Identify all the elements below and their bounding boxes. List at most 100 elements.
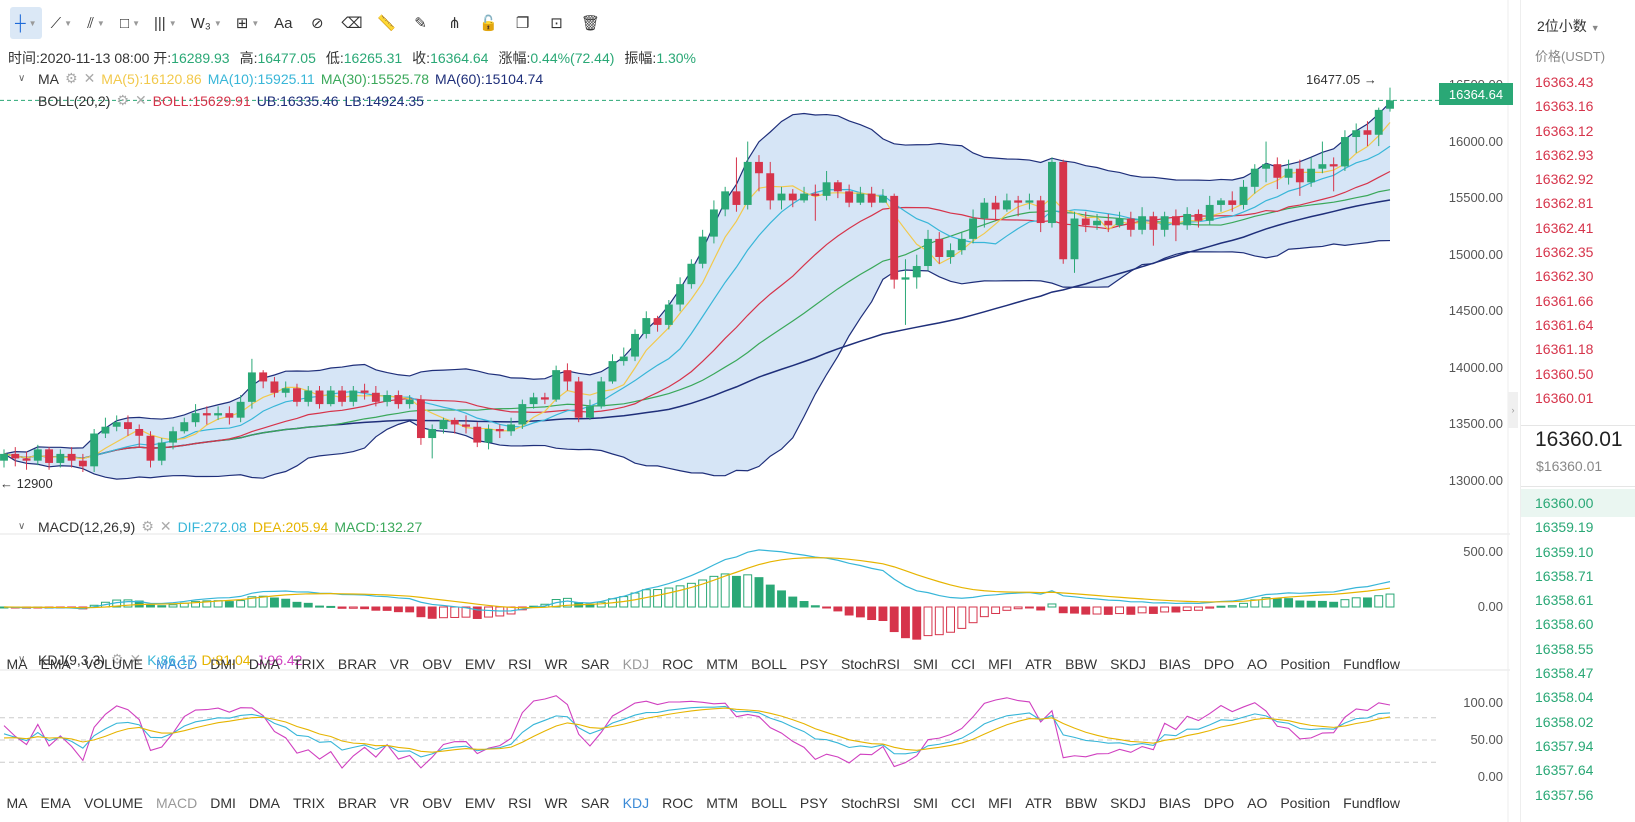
- text-tool[interactable]: Aa: [268, 7, 298, 39]
- tab-cci[interactable]: CCI: [950, 795, 976, 811]
- tab-ma[interactable]: MA: [6, 795, 28, 811]
- tab-wr[interactable]: WR: [544, 795, 568, 811]
- tab-obv[interactable]: OBV: [422, 795, 452, 811]
- tab-trix[interactable]: TRIX: [293, 795, 325, 811]
- tab-ao[interactable]: AO: [1247, 795, 1268, 811]
- tab-wr[interactable]: WR: [544, 656, 568, 672]
- close-icon[interactable]: ✕: [129, 651, 142, 667]
- bid-price[interactable]: 16357.94: [1535, 737, 1594, 754]
- tab-roc[interactable]: ROC: [662, 656, 694, 672]
- tab-bias[interactable]: BIAS: [1158, 795, 1191, 811]
- tab-stochrsi[interactable]: StochRSI: [840, 795, 901, 811]
- ask-price[interactable]: 16361.66: [1535, 292, 1594, 309]
- collapse-icon[interactable]: ∨: [18, 654, 26, 665]
- tab-dmi[interactable]: DMI: [210, 795, 236, 811]
- tab-brar[interactable]: BRAR: [337, 795, 377, 811]
- gear-icon[interactable]: ⚙: [65, 70, 78, 86]
- tab-position[interactable]: Position: [1280, 656, 1331, 672]
- chevron-down-icon[interactable]: ▼: [132, 18, 140, 28]
- bid-price[interactable]: 16359.10: [1535, 543, 1594, 560]
- chart-canvas[interactable]: [0, 0, 1510, 822]
- trendline-tool[interactable]: ⟋ ▼: [46, 7, 77, 39]
- tab-skdj[interactable]: SKDJ: [1110, 656, 1146, 672]
- tab-smi[interactable]: SMI: [913, 656, 938, 672]
- tab-mtm[interactable]: MTM: [706, 656, 739, 672]
- ask-price[interactable]: 16362.81: [1535, 195, 1594, 212]
- tab-fundflow[interactable]: Fundflow: [1343, 795, 1400, 811]
- close-icon[interactable]: ✕: [134, 92, 147, 108]
- collapse-icon[interactable]: ∨: [18, 73, 26, 84]
- copy-tool[interactable]: ❐: [508, 7, 538, 39]
- bid-price[interactable]: 16359.19: [1535, 519, 1594, 536]
- tab-atr[interactable]: ATR: [1025, 795, 1053, 811]
- tab-brar[interactable]: BRAR: [337, 656, 377, 672]
- bid-price[interactable]: 16358.04: [1535, 689, 1594, 706]
- chevron-down-icon[interactable]: ▼: [28, 18, 37, 28]
- chevron-down-icon[interactable]: ▼: [251, 18, 260, 28]
- tab-volume[interactable]: VOLUME: [83, 656, 143, 672]
- tab-vr[interactable]: VR: [389, 656, 410, 672]
- pen-tool[interactable]: ✎: [406, 7, 436, 39]
- tab-mfi[interactable]: MFI: [988, 656, 1013, 672]
- tab-macd[interactable]: MACD: [155, 656, 198, 672]
- ask-price[interactable]: 16362.35: [1535, 244, 1594, 261]
- tab-dpo[interactable]: DPO: [1203, 795, 1235, 811]
- ask-price[interactable]: 16360.01: [1535, 389, 1594, 406]
- chevron-down-icon[interactable]: ▼: [96, 18, 105, 28]
- tab-fundflow[interactable]: Fundflow: [1343, 656, 1400, 672]
- parallel-tool[interactable]: ||| ▼: [149, 7, 182, 39]
- tab-skdj[interactable]: SKDJ: [1110, 795, 1146, 811]
- bid-price[interactable]: 16358.55: [1535, 640, 1594, 657]
- bid-price[interactable]: 16358.60: [1535, 616, 1594, 633]
- tab-obv[interactable]: OBV: [422, 656, 452, 672]
- bid-price[interactable]: 16360.00: [1535, 495, 1594, 511]
- bid-price[interactable]: 16357.56: [1535, 786, 1594, 803]
- tab-sar[interactable]: SAR: [580, 656, 610, 672]
- visibility-tool[interactable]: ⊡: [542, 7, 572, 39]
- close-icon[interactable]: ✕: [83, 70, 96, 86]
- tab-sar[interactable]: SAR: [580, 795, 610, 811]
- rectangle-tool[interactable]: □ ▼: [115, 7, 145, 39]
- ruler-tool[interactable]: 📏: [372, 7, 402, 39]
- tab-trix[interactable]: TRIX: [293, 656, 325, 672]
- ask-price[interactable]: 16361.18: [1535, 341, 1594, 358]
- tab-macd[interactable]: MACD: [155, 795, 198, 811]
- tab-kdj[interactable]: KDJ: [622, 656, 650, 672]
- precision-select[interactable]: 2位小数 ▼: [1537, 16, 1600, 36]
- hide-drawing-tool[interactable]: ⊘: [302, 7, 332, 39]
- close-icon[interactable]: ✕: [159, 518, 172, 534]
- tab-ma[interactable]: MA: [6, 656, 28, 672]
- collapse-panel-icon[interactable]: ›: [1508, 392, 1518, 428]
- tab-smi[interactable]: SMI: [913, 795, 938, 811]
- ask-price[interactable]: 16362.92: [1535, 171, 1594, 188]
- magnet-tool[interactable]: ⋔: [440, 7, 470, 39]
- tab-boll[interactable]: BOLL: [751, 656, 787, 672]
- tab-dma[interactable]: DMA: [248, 656, 280, 672]
- tab-bias[interactable]: BIAS: [1158, 656, 1191, 672]
- bid-price[interactable]: 16358.61: [1535, 592, 1594, 609]
- chevron-down-icon[interactable]: ▼: [64, 18, 72, 28]
- tab-stochrsi[interactable]: StochRSI: [840, 656, 901, 672]
- tab-dma[interactable]: DMA: [248, 795, 280, 811]
- tab-rsi[interactable]: RSI: [508, 795, 532, 811]
- bid-price[interactable]: 16358.71: [1535, 567, 1594, 584]
- tab-vr[interactable]: VR: [389, 795, 410, 811]
- tab-rsi[interactable]: RSI: [508, 656, 532, 672]
- ask-price[interactable]: 16362.30: [1535, 268, 1594, 285]
- ask-price[interactable]: 16363.16: [1535, 98, 1594, 115]
- tab-dmi[interactable]: DMI: [210, 656, 236, 672]
- lock-tool[interactable]: 🔓: [474, 7, 504, 39]
- tab-position[interactable]: Position: [1280, 795, 1331, 811]
- gear-icon[interactable]: ⚙: [116, 92, 129, 108]
- tab-volume[interactable]: VOLUME: [83, 795, 143, 811]
- tab-bbw[interactable]: BBW: [1065, 656, 1098, 672]
- ask-price[interactable]: 16362.41: [1535, 219, 1594, 236]
- tab-emv[interactable]: EMV: [464, 656, 496, 672]
- tab-cci[interactable]: CCI: [950, 656, 976, 672]
- bid-price[interactable]: 16357.64: [1535, 762, 1594, 779]
- crosshair-tool[interactable]: ┼ ▼: [10, 7, 42, 39]
- tab-atr[interactable]: ATR: [1025, 656, 1053, 672]
- tab-mtm[interactable]: MTM: [706, 795, 739, 811]
- tab-psy[interactable]: PSY: [799, 656, 828, 672]
- delete-tool[interactable]: 🗑: [576, 7, 606, 39]
